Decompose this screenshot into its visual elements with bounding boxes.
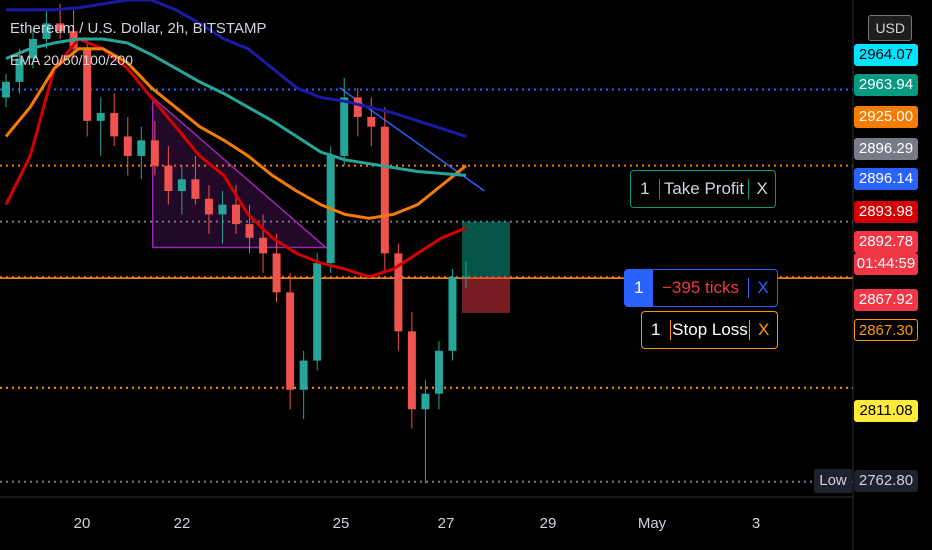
price-tag-countdown: 01:44:59 [854, 253, 918, 275]
candle-body [367, 116, 376, 127]
take-profit-order[interactable]: 1 Take Profit X [630, 170, 776, 208]
candle-body [42, 23, 51, 39]
candle-body [83, 48, 92, 121]
candle-body [177, 179, 186, 192]
x-tick-label-20: 20 [73, 515, 91, 532]
price-tag-last-price: 2892.78 [854, 231, 918, 253]
price-tag-yellow-level: 2811.08 [854, 400, 918, 422]
candle-body [123, 136, 132, 156]
candle-body [462, 276, 470, 278]
price-tag-ema200: 2964.07 [854, 44, 918, 66]
x-tick-label-29: 29 [539, 515, 557, 532]
candle-body [137, 140, 146, 156]
candle-body [204, 198, 213, 215]
candle-body [340, 97, 349, 156]
candle-body [394, 253, 403, 332]
ema-series [4, 0, 467, 279]
candle-body [299, 360, 308, 390]
candle-body [353, 97, 362, 117]
price-tag-low: 2762.80 [854, 470, 918, 492]
take-profit-label: Take Profit [660, 179, 750, 199]
position-profit-zone [462, 221, 510, 277]
candle-body [56, 23, 65, 32]
currency-badge[interactable]: USD [868, 15, 912, 41]
candle-body [272, 253, 281, 293]
candle-body [164, 165, 173, 192]
entry-qty: 1 [625, 270, 653, 306]
position-loss-zone [462, 276, 510, 313]
candle-body [150, 140, 159, 166]
candle-body [448, 276, 457, 351]
candle-body [191, 179, 200, 199]
candle-body [380, 126, 389, 254]
price-tag-take-profit-level: 2896.29 [854, 138, 918, 160]
candle-body [313, 263, 322, 361]
ema-line [4, 47, 467, 220]
candle-body [218, 204, 227, 215]
candle-body [407, 331, 416, 410]
candle-body [110, 113, 119, 137]
low-label: Low [814, 469, 852, 493]
stop-loss-close-button[interactable]: X [758, 320, 770, 339]
entry-order[interactable]: 1 −395 ticks X [624, 269, 778, 307]
candle-body [245, 224, 254, 238]
stop-loss-label: Stop Loss [671, 320, 751, 340]
candle-body [421, 393, 430, 410]
candle-body [259, 237, 268, 254]
indicator-legend[interactable]: EMA 20/50/100/200 [10, 52, 133, 68]
candle-body [286, 292, 295, 390]
price-tag-ema20: 2893.98 [854, 201, 918, 223]
x-tick-label-25: 25 [332, 515, 350, 532]
x-tick-label-3: 3 [751, 515, 761, 532]
x-tick-label-may: May [637, 515, 667, 532]
price-tag-take-profit: 2896.14 [854, 168, 918, 190]
ema-line [5, 37, 467, 177]
price-tag-ema50: 2925.00 [854, 106, 918, 128]
triangle-drawing [151, 95, 328, 249]
candle-body [15, 58, 24, 82]
entry-close-button[interactable]: X [757, 278, 769, 297]
x-tick-label-22: 22 [173, 515, 191, 532]
symbol-title: Ethereum / U.S. Dollar, 2h, BITSTAMP [10, 20, 267, 37]
candle-body [434, 350, 443, 394]
x-tick-label-27: 27 [437, 515, 455, 532]
ema-line [6, 0, 467, 138]
stop-loss-order[interactable]: 1 Stop Loss X [641, 311, 778, 349]
price-tag-entry: 2867.92 [854, 289, 918, 311]
candle-body [2, 81, 10, 98]
take-profit-close-button[interactable]: X [756, 179, 768, 198]
stop-loss-qty: 1 [642, 320, 671, 340]
price-tag-stop-loss: 2867.30 [854, 319, 918, 341]
candle-body [232, 204, 240, 225]
take-profit-qty: 1 [631, 179, 660, 199]
entry-ticks-label: −395 ticks [653, 278, 750, 298]
ema-line [4, 37, 467, 279]
price-tag-ema100: 2963.94 [854, 74, 918, 96]
candle-body [96, 113, 105, 121]
